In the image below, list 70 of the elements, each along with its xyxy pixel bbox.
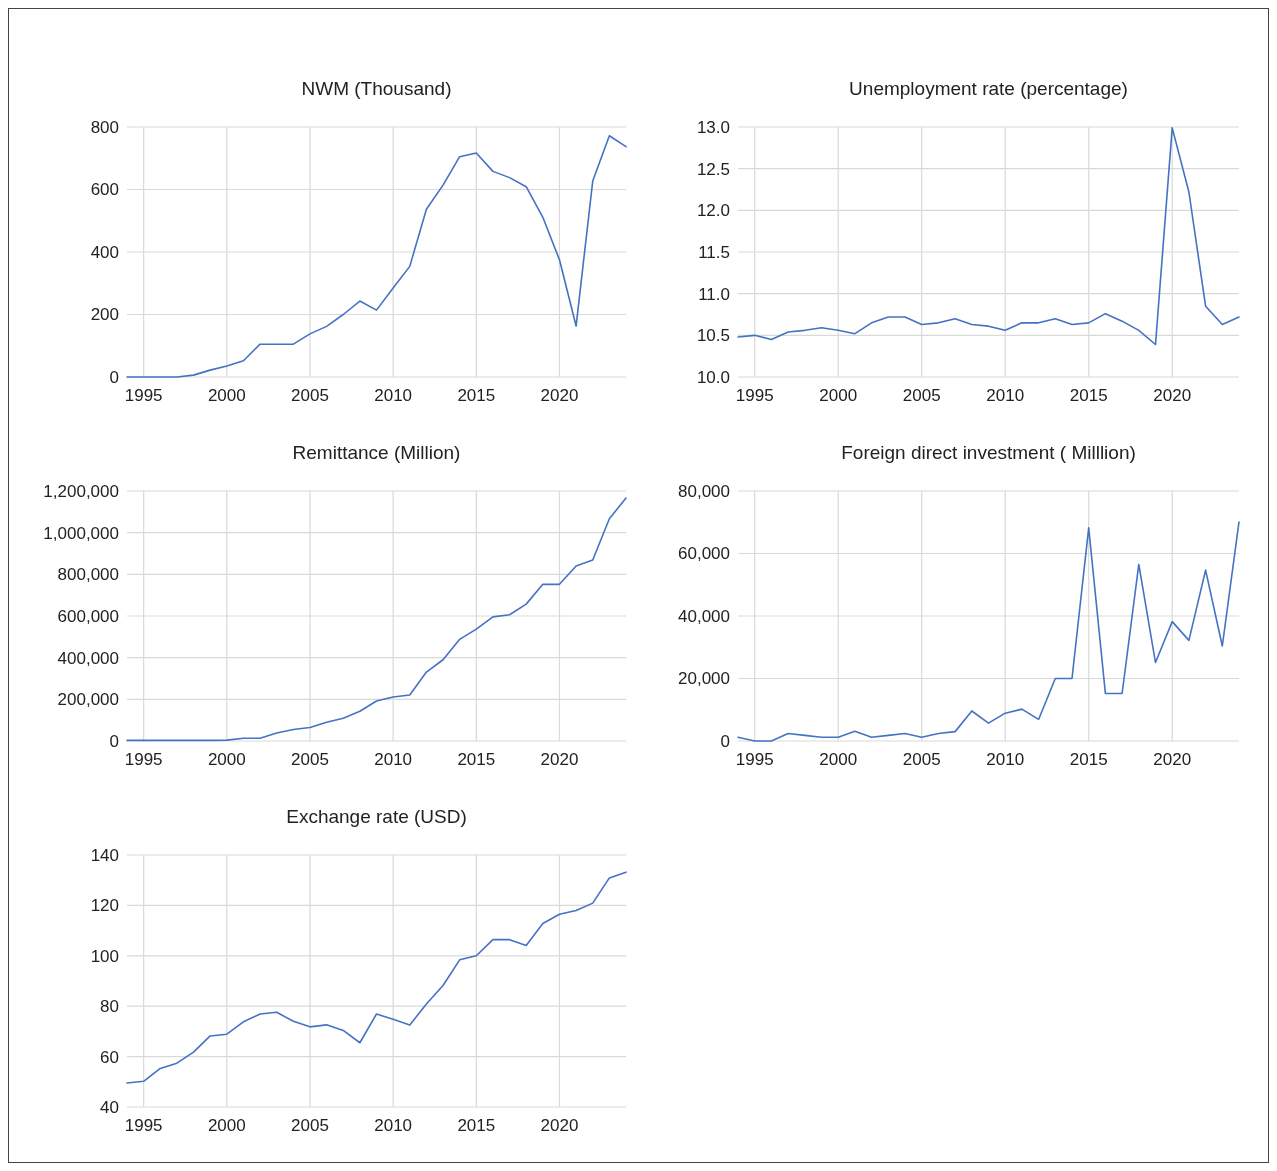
y-tick-label: 0	[109, 731, 119, 751]
x-tick-label: 2000	[819, 750, 858, 769]
y-tick-label: 1,200,000	[43, 481, 119, 501]
y-tick-label: 10.0	[696, 367, 730, 387]
line-series	[737, 127, 1240, 346]
y-tick-label: 600,000	[57, 606, 119, 626]
y-tick-label: 800,000	[57, 565, 119, 585]
x-tick-label: 2010	[374, 750, 413, 769]
y-tick-label: 80,000	[678, 481, 730, 501]
x-tick-label: 2000	[207, 1116, 246, 1135]
y-tick-label: 13.0	[696, 117, 730, 137]
y-tick-label: 100	[90, 946, 119, 966]
x-tick-label: 2020	[540, 1116, 579, 1135]
x-tick-label: 2020	[1153, 750, 1192, 769]
x-tick-label: 1995	[124, 750, 163, 769]
y-tick-label: 40,000	[678, 606, 730, 626]
y-tick-label: 120	[90, 896, 119, 916]
x-tick-label: 2005	[902, 386, 941, 405]
y-tick-label: 10.5	[696, 326, 730, 346]
y-tick-label: 400,000	[57, 648, 119, 668]
chart-title: Exchange rate (USD)	[286, 806, 467, 827]
x-tick-label: 2000	[207, 386, 246, 405]
x-tick-label: 1995	[735, 386, 774, 405]
y-tick-label: 80	[100, 997, 119, 1017]
y-tick-label: 60,000	[678, 544, 730, 564]
y-tick-label: 20,000	[678, 669, 730, 689]
x-tick-label: 2010	[986, 386, 1025, 405]
x-tick-label: 2010	[374, 1116, 413, 1135]
y-tick-label: 12.5	[696, 159, 730, 179]
y-tick-label: 140	[90, 845, 119, 865]
x-tick-label: 2010	[986, 750, 1025, 769]
x-tick-label: 2020	[540, 750, 579, 769]
x-tick-label: 2005	[902, 750, 941, 769]
x-tick-label: 2005	[291, 386, 329, 405]
y-tick-label: 0	[720, 731, 730, 751]
line-series	[126, 871, 627, 1084]
x-tick-label: 2000	[819, 386, 858, 405]
y-tick-label: 11.0	[698, 284, 730, 304]
x-tick-label: 2015	[1069, 750, 1108, 769]
line-series	[737, 521, 1240, 742]
x-tick-label: 2000	[207, 750, 246, 769]
y-tick-label: 1,000,000	[43, 523, 119, 543]
x-tick-label: 2020	[540, 386, 579, 405]
y-tick-label: 800	[90, 117, 119, 137]
x-tick-label: 2005	[291, 750, 329, 769]
x-tick-label: 2020	[1153, 386, 1192, 405]
chart-title: Foreign direct investment ( Milllion)	[841, 442, 1136, 463]
x-tick-label: 2010	[374, 386, 413, 405]
x-tick-label: 2015	[1069, 386, 1108, 405]
y-tick-label: 60	[100, 1047, 119, 1067]
x-tick-label: 2005	[291, 1116, 329, 1135]
chart-title: NWM (Thousand)	[301, 78, 452, 99]
chart-title: Unemployment rate (percentage)	[849, 78, 1128, 99]
y-tick-label: 11.5	[698, 242, 730, 262]
y-tick-label: 200	[90, 305, 119, 325]
x-tick-label: 1995	[124, 386, 163, 405]
y-tick-label: 200,000	[57, 690, 119, 710]
x-tick-label: 2015	[457, 750, 496, 769]
y-tick-label: 40	[100, 1097, 119, 1117]
y-tick-label: 0	[109, 367, 119, 387]
line-series	[126, 134, 627, 378]
x-tick-label: 1995	[124, 1116, 163, 1135]
x-tick-label: 2015	[457, 386, 496, 405]
line-series	[126, 497, 627, 742]
y-tick-label: 400	[90, 242, 119, 262]
y-tick-label: 600	[90, 180, 119, 200]
chart-title: Remittance (Million)	[292, 442, 461, 463]
x-tick-label: 2015	[457, 1116, 496, 1135]
x-tick-label: 1995	[735, 750, 774, 769]
y-tick-label: 12.0	[696, 201, 730, 221]
